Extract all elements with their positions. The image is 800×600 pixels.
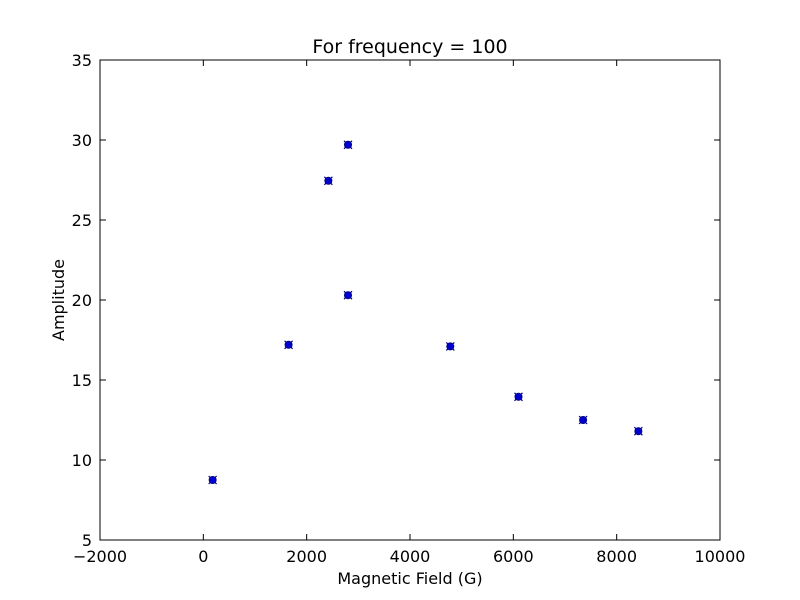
x-tick-label: 0 — [198, 547, 208, 566]
y-tick-label: 30 — [72, 131, 92, 150]
y-tick-label: 25 — [72, 211, 92, 230]
x-tick-label: 4000 — [390, 547, 431, 566]
data-point — [343, 290, 353, 300]
data-point — [578, 415, 588, 425]
data-point — [343, 140, 353, 150]
y-tick-label: 35 — [72, 51, 92, 70]
data-point — [208, 475, 218, 485]
x-tick-label: 6000 — [493, 547, 534, 566]
x-tick-label: 8000 — [596, 547, 637, 566]
y-tick-label: 5 — [82, 531, 92, 550]
y-tick-label: 15 — [72, 371, 92, 390]
data-point — [514, 392, 523, 402]
y-tick-label: 20 — [72, 291, 92, 310]
x-axis-label: Magnetic Field (G) — [337, 569, 482, 588]
x-axis: −2000 0 2000 4000 6000 8000 10000 — [73, 60, 746, 566]
x-tick-label: 10000 — [695, 547, 746, 566]
y-axis: 5 10 15 20 25 30 35 — [72, 51, 720, 550]
data-point — [284, 340, 294, 350]
chart-title: For frequency = 100 — [312, 36, 507, 58]
x-tick-label: −2000 — [73, 547, 127, 566]
x-tick-label: 2000 — [286, 547, 327, 566]
data-point — [445, 341, 455, 351]
plot-frame — [99, 59, 721, 541]
data-point — [633, 426, 643, 436]
plot-area — [208, 140, 643, 485]
y-tick-label: 10 — [72, 451, 92, 470]
y-axis-label: Amplitude — [49, 259, 68, 341]
data-point — [323, 176, 333, 186]
